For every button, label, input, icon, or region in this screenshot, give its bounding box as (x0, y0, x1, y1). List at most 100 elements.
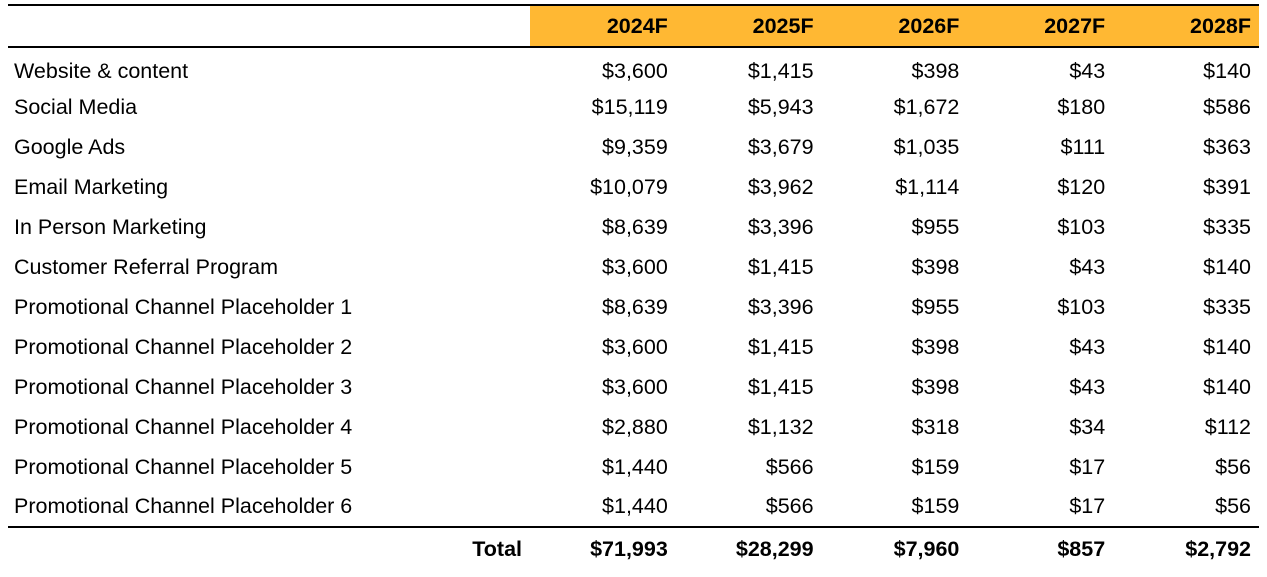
table-row: Promotional Channel Placeholder 4 $2,880 $… (8, 407, 1259, 447)
row-value: $43 (1069, 334, 1106, 359)
table-row: Email Marketing $10,079 $3,962 $1,114 $120 $3… (8, 167, 1259, 207)
row-label: Google Ads (14, 134, 126, 159)
row-label: Customer Referral Program (14, 254, 279, 279)
row-value: $1,415 (747, 254, 814, 279)
row-value: $103 (1057, 214, 1106, 239)
row-value: $43 (1069, 374, 1106, 399)
row-value: $363 (1203, 134, 1251, 159)
row-value: $398 (911, 334, 960, 359)
row-value: $159 (911, 494, 960, 518)
row-value: $318 (911, 414, 960, 439)
year-header: 2027F (967, 4, 1114, 48)
marketing-budget-table: 2024F 2025F 2026F 2027F 2028F Website & … (8, 4, 1259, 571)
row-value: $2,880 (602, 414, 668, 439)
row-value: $3,600 (602, 59, 668, 83)
row-value: $955 (911, 294, 960, 319)
table-row: Promotional Channel Placeholder 3 $3,600 $… (8, 367, 1259, 407)
row-label: Social Media (14, 94, 138, 119)
row-value: $1,114 (895, 174, 960, 199)
row-value: $8,639 (602, 214, 668, 239)
row-value: $112 (1204, 414, 1251, 439)
row-value: $1,440 (602, 454, 668, 479)
row-value: $335 (1203, 294, 1251, 319)
row-value: $10,079 (590, 174, 668, 199)
row-label: Promotional Channel Placeholder 6 (14, 494, 353, 518)
row-value: $1,440 (602, 494, 668, 518)
row-value: $3,600 (602, 374, 668, 399)
header-label-cell (8, 4, 530, 48)
row-value: $140 (1203, 59, 1251, 83)
row-value: $1,132 (747, 414, 814, 439)
row-value: $9,359 (602, 134, 668, 159)
table-body: Website & content $3,600 $1,415 $398 $43 $140… (8, 47, 1259, 527)
table-row: Promotional Channel Placeholder 6 $1,440 $… (8, 487, 1259, 527)
row-value: $3,962 (747, 174, 814, 199)
row-value: $3,396 (747, 214, 814, 239)
table-row: Promotional Channel Placeholder 1 $8,639 $… (8, 287, 1259, 327)
row-value: $398 (911, 59, 960, 83)
table-row: In Person Marketing $8,639 $3,396 $955 $103 $… (8, 207, 1259, 247)
year-header: 2028F (1113, 4, 1259, 48)
table-row: Promotional Channel Placeholder 2 $3,600 $… (8, 327, 1259, 367)
row-value: $140 (1203, 254, 1251, 279)
row-label: In Person Marketing (14, 214, 207, 239)
row-value: $3,600 (602, 334, 668, 359)
total-row: Total $71,993 $28,299 $7,960 $857 $2,792 (8, 526, 1259, 571)
marketing-budget-table-container: 2024F 2025F 2026F 2027F 2028F Website & … (8, 4, 1259, 571)
total-value: $28,299 (675, 526, 822, 571)
row-label: Email Marketing (14, 174, 169, 199)
year-header: 2024F (530, 4, 676, 48)
row-value: $391 (1203, 174, 1251, 199)
table-row: Customer Referral Program $3,600 $1,415 $39… (8, 247, 1259, 287)
year-header: 2026F (821, 4, 968, 48)
header-row: 2024F 2025F 2026F 2027F 2028F (8, 4, 1259, 48)
total-value: $71,993 (530, 526, 676, 571)
row-value: $17 (1069, 454, 1106, 479)
row-value: $180 (1057, 94, 1106, 119)
row-value: $8,639 (602, 294, 668, 319)
row-value: $1,035 (893, 134, 960, 159)
row-value: $1,415 (747, 334, 814, 359)
row-value: $120 (1057, 174, 1106, 199)
total-value: $857 (967, 526, 1114, 571)
row-value: $3,679 (747, 134, 814, 159)
total-label: Total (8, 526, 530, 571)
row-value: $3,600 (602, 254, 668, 279)
row-value: $5,943 (747, 94, 814, 119)
row-value: $103 (1057, 294, 1106, 319)
row-value: $140 (1203, 334, 1251, 359)
row-label: Promotional Channel Placeholder 1 (14, 294, 353, 319)
row-value: $159 (911, 454, 960, 479)
row-value: $1,672 (893, 94, 960, 119)
row-value: $955 (911, 214, 960, 239)
row-value: $15,119 (591, 94, 668, 119)
table-row: Promotional Channel Placeholder 5 $1,440 $… (8, 447, 1259, 487)
year-header: 2025F (675, 4, 822, 48)
row-value: $586 (1203, 94, 1251, 119)
row-value: $566 (765, 494, 814, 518)
row-value: $43 (1069, 254, 1106, 279)
row-label: Promotional Channel Placeholder 2 (14, 334, 353, 359)
row-label: Website & content (14, 59, 189, 83)
row-value: $43 (1069, 59, 1106, 83)
table-row: Google Ads $9,359 $3,679 $1,035 $111 $363 (8, 127, 1259, 167)
row-label: Promotional Channel Placeholder 5 (14, 454, 353, 479)
row-value: $17 (1069, 494, 1106, 518)
row-value: $140 (1203, 374, 1251, 399)
row-value: $3,396 (747, 294, 814, 319)
row-value: $34 (1069, 414, 1106, 439)
total-value: $2,792 (1113, 526, 1259, 571)
row-value: $398 (911, 374, 960, 399)
table-row: Social Media $15,119 $5,943 $1,672 $180 $586 (8, 87, 1259, 127)
row-value: $1,415 (747, 59, 814, 83)
row-value: $56 (1215, 494, 1251, 518)
row-value: $335 (1203, 214, 1251, 239)
row-value: $1,415 (747, 374, 814, 399)
row-value: $56 (1215, 454, 1251, 479)
row-label: Promotional Channel Placeholder 4 (14, 414, 353, 439)
row-value: $566 (765, 454, 814, 479)
total-value: $7,960 (821, 526, 968, 571)
row-value: $111 (1060, 134, 1106, 159)
row-label: Promotional Channel Placeholder 3 (14, 374, 353, 399)
row-value: $398 (911, 254, 960, 279)
